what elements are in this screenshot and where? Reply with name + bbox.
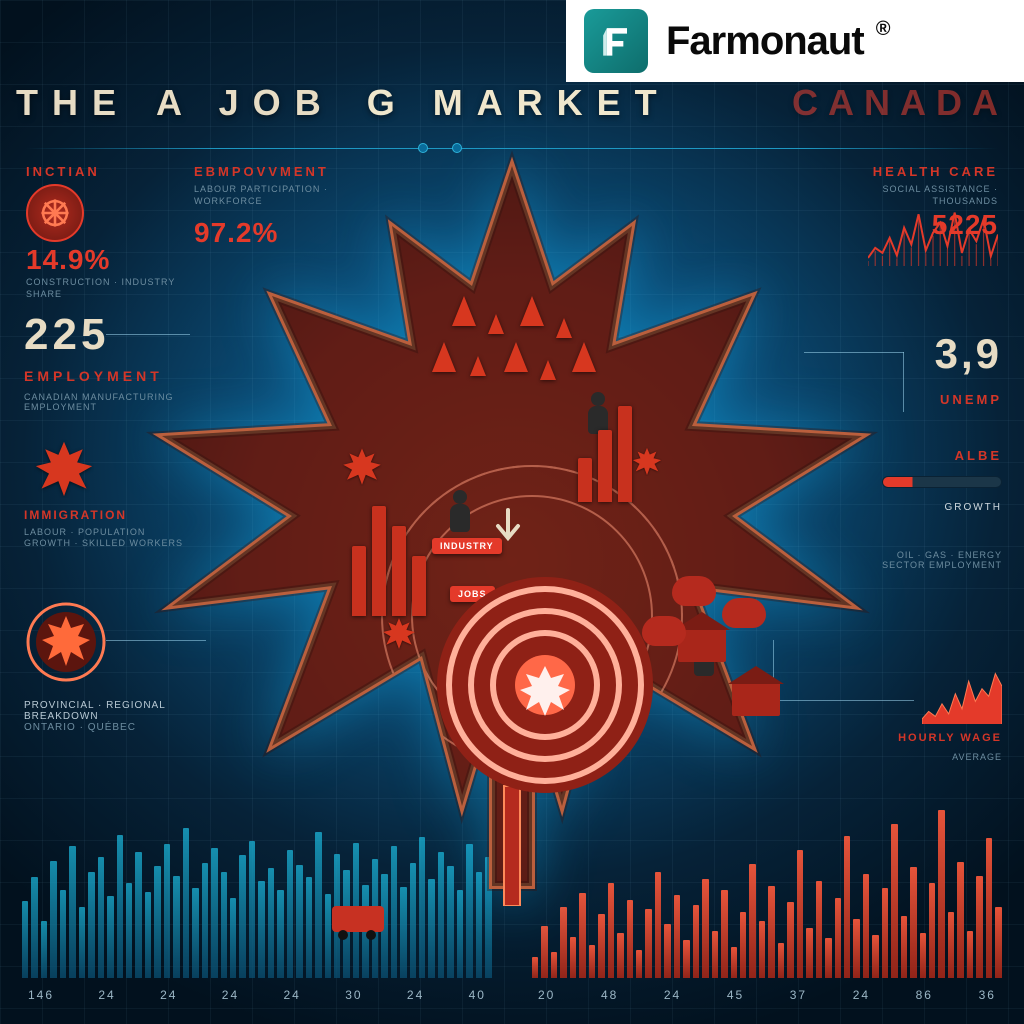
title-word-1: THE	[16, 82, 130, 124]
bar	[69, 846, 75, 978]
bar	[948, 912, 954, 978]
bar	[541, 926, 547, 978]
xtick: 30	[345, 988, 362, 1002]
xtick: 24	[853, 988, 870, 1002]
bar	[853, 919, 859, 978]
bars-right-xaxis: 20 48 24 45 37 24 86 36	[538, 988, 996, 1002]
title-word-3: G MARKET	[367, 82, 671, 124]
bar	[825, 938, 831, 978]
alberta-progress-bar	[882, 476, 1002, 488]
xtick: 48	[601, 988, 618, 1002]
bar	[598, 914, 604, 978]
xtick: 24	[407, 988, 424, 1002]
bar	[98, 857, 104, 978]
xtick: 37	[790, 988, 807, 1002]
bar	[107, 896, 113, 978]
bar	[230, 898, 236, 978]
bar	[712, 931, 718, 978]
bar	[995, 907, 1001, 978]
bar	[901, 916, 907, 978]
title-word-4: CANADA	[792, 82, 1008, 124]
bar	[79, 907, 85, 978]
bar	[664, 924, 670, 978]
bar	[50, 861, 56, 978]
bar	[731, 947, 737, 978]
page-title: THE A JOB G MARKET CANADA	[16, 82, 1008, 124]
label-wage-sub: AVERAGE	[952, 752, 1002, 762]
bar	[693, 905, 699, 978]
bar	[674, 895, 680, 978]
label-alberta: ALBE	[955, 448, 1002, 463]
bar	[560, 907, 566, 978]
bar	[41, 921, 47, 978]
xtick: 24	[222, 988, 239, 1002]
title-word-2: A JOB	[156, 82, 335, 124]
callout-line	[903, 352, 904, 412]
bars-left-xaxis: 146 24 24 24 24 30 24 40	[28, 988, 486, 1002]
bar	[920, 933, 926, 978]
xtick: 86	[916, 988, 933, 1002]
xtick: 45	[727, 988, 744, 1002]
metric-39: 3,9	[935, 330, 1002, 378]
bar	[22, 901, 28, 978]
xtick: 24	[98, 988, 115, 1002]
bar	[88, 872, 94, 978]
wage-mini-chart	[922, 668, 1002, 724]
wheel-icon	[26, 184, 84, 242]
bar	[891, 824, 897, 978]
xtick: 24	[664, 988, 681, 1002]
xtick: 40	[469, 988, 486, 1002]
bar	[910, 867, 916, 978]
metric-225: 225	[24, 310, 109, 360]
leaf-center-rings-icon	[430, 570, 660, 800]
bar	[551, 952, 557, 978]
bar	[31, 877, 37, 978]
brand-bar: Farmonaut ®	[566, 0, 1024, 82]
bar	[589, 945, 595, 978]
bar	[835, 898, 841, 978]
bar	[872, 935, 878, 978]
xtick: 146	[28, 988, 54, 1002]
bar	[60, 890, 66, 978]
leaf-circle-icon	[24, 600, 108, 684]
bar	[683, 940, 689, 978]
xtick: 24	[283, 988, 300, 1002]
xtick: 24	[160, 988, 177, 1002]
bar	[570, 937, 576, 978]
bar	[325, 894, 331, 978]
label-wage: HOURLY WAGE	[898, 732, 1002, 744]
bar	[976, 876, 982, 978]
bar	[938, 810, 944, 978]
bar	[929, 883, 935, 978]
bar	[645, 909, 651, 978]
brand-name: Farmonaut	[666, 19, 864, 64]
brand-registered: ®	[876, 18, 891, 41]
bar	[117, 835, 123, 978]
label-sub: ONTARIO · QUÉBEC	[24, 722, 136, 733]
xtick: 20	[538, 988, 555, 1002]
bar	[778, 943, 784, 978]
label-unemployment: UNEMP	[940, 392, 1002, 407]
brand-glyph-icon	[594, 19, 638, 63]
bar	[627, 900, 633, 978]
bar	[636, 950, 642, 978]
bar	[967, 931, 973, 978]
bar	[617, 933, 623, 978]
label-growth: GROWTH	[944, 502, 1002, 513]
bar	[759, 921, 765, 978]
xtick: 36	[979, 988, 996, 1002]
bar	[986, 838, 992, 978]
bar	[787, 902, 793, 978]
brand-logo-icon	[584, 9, 648, 73]
bar	[806, 928, 812, 978]
bar	[957, 862, 963, 978]
bar	[740, 912, 746, 978]
maple-mini-icon	[34, 438, 94, 498]
bar	[532, 957, 538, 978]
